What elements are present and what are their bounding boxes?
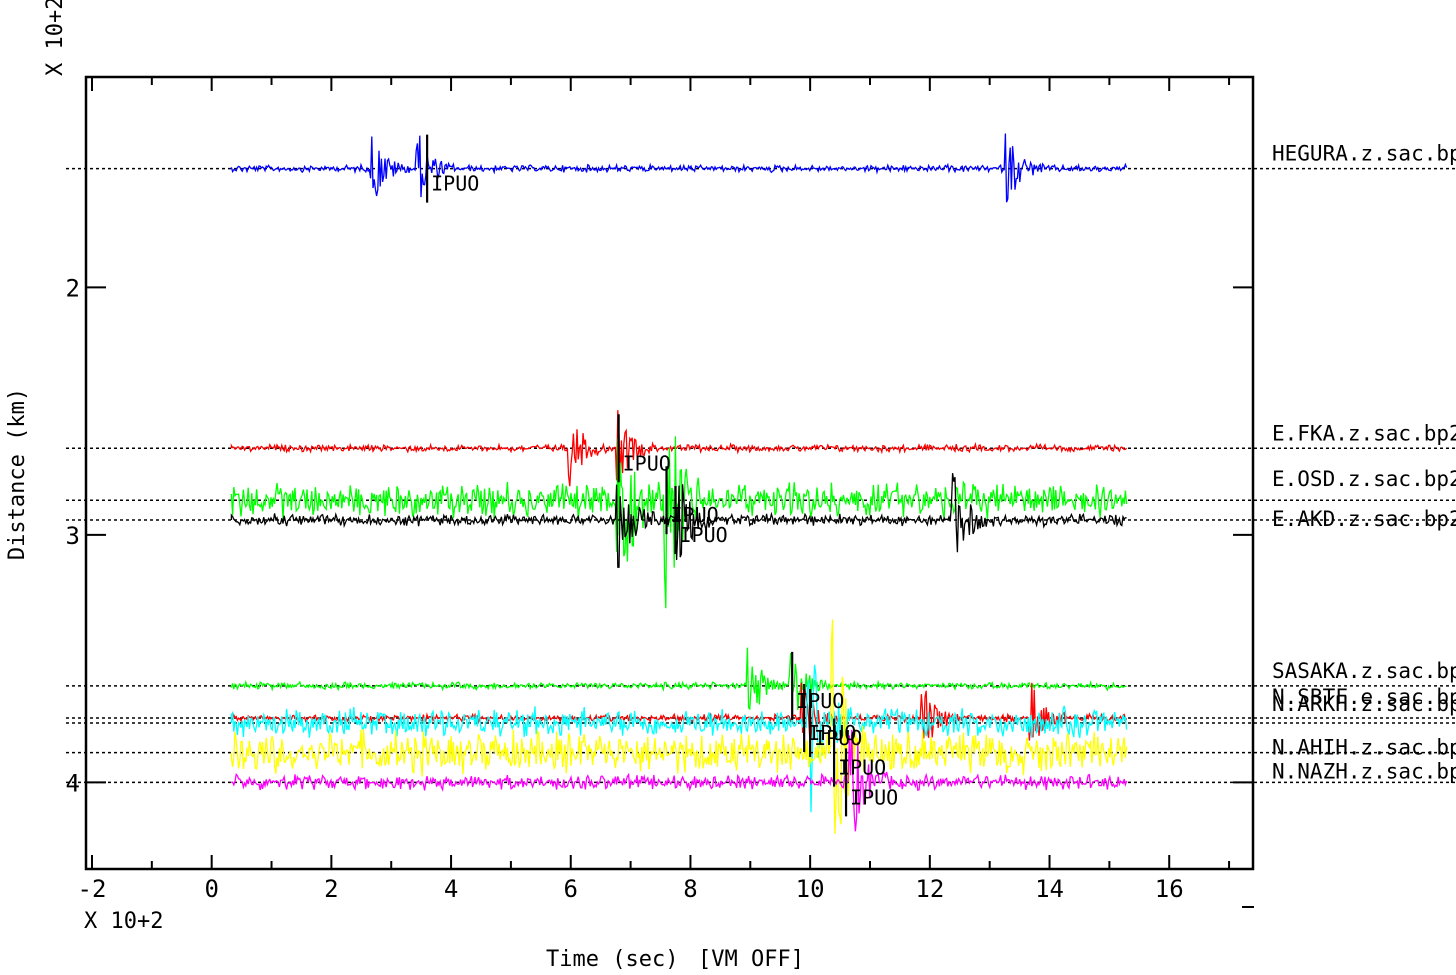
station-label: N.ARKH.z.sac.bp28 [1272,692,1456,716]
x-multiplier-label: X 10+2 [84,909,163,934]
pick-label: IPUO [808,721,856,745]
pick-label: IPUO [623,451,671,475]
station-label: N.AHIH.z.sac.bp28 [1272,736,1456,760]
x-tick-label: 16 [1155,875,1184,903]
x-tick-label: 14 [1035,875,1064,903]
x-tick-label: -2 [78,875,107,903]
x-tick-label: 8 [683,875,697,903]
traces-layer [66,133,1456,834]
station-label: HEGURA.z.sac.bp29 [1272,142,1456,166]
waveform-N.ARKH.z.sac.bp28 [230,664,1128,813]
axes-layer: -2 0 2 4 6 8 10 12 14 16 2 3 4 [66,77,1253,903]
waveform-N.NAZH.z.sac.bp28 [230,729,1128,832]
station-label: E.FKA.z.sac.bp28 [1272,421,1456,445]
pick-label: IPUO [431,172,479,196]
station-labels: HEGURA.z.sac.bp29 E.FKA.z.sac.bp28 E.OSD.z… [1272,142,1456,784]
y-tick-label: 2 [66,274,80,302]
station-label: N.SBTF.e.sac.bp28 [1272,685,1456,709]
waveform-E.AKD.z.sac.bp28 [230,473,1127,568]
pick-label: IPUO [814,726,862,750]
vm-status-label: [VM OFF] [698,947,804,972]
y-tick-label: 3 [66,522,80,550]
x-tick-label: 2 [324,875,338,903]
waveform-HEGURA.z.sac.bp29 [230,133,1128,203]
pick-label: IPUO [850,785,898,809]
x-tick-label: 0 [204,875,218,903]
pick-label: IPUO [679,523,727,547]
waveform-N.SBTF.e.sac.bp28 [230,682,1128,741]
station-label: E.AKD.z.sac.bp28 [1272,507,1456,531]
waveform-SASAKA.z.sac.bp28 [230,647,1127,711]
plot-frame [84,75,1255,871]
y-tick-label: 4 [66,769,80,797]
x-tick-label: 6 [564,875,578,903]
waveform-E.FKA.z.sac.bp28 [230,410,1128,487]
x-tick-label: 10 [796,875,825,903]
x-tick-label: 4 [444,875,458,903]
station-label: SASAKA.z.sac.bp28 [1272,659,1456,683]
y-axis-title: Distance (km) [5,388,30,560]
waveform-N.AHIH.z.sac.bp28 [230,619,1128,834]
y-multiplier-label: X 10+2 [43,0,68,76]
station-label: E.OSD.z.sac.bp28 [1272,467,1456,491]
station-label: N.NAZH.z.sac.bp28 [1272,759,1456,783]
x-axis-title: Time (sec) [546,947,678,972]
pick-label: IPUO [671,503,719,527]
x-tick-label: 12 [915,875,944,903]
